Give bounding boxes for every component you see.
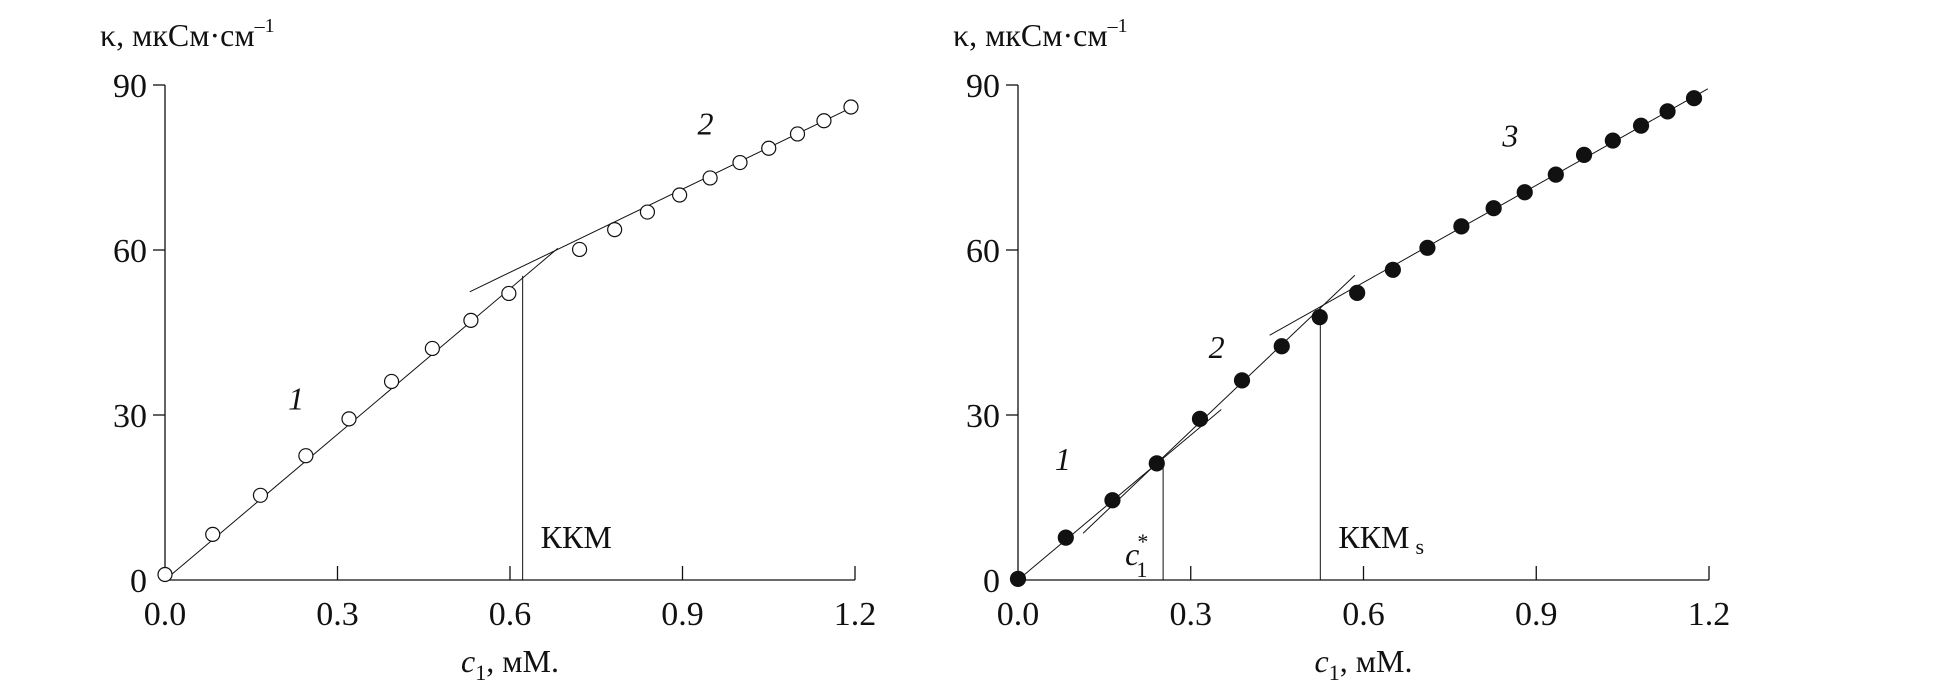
x-tick-label: 1.2 — [1688, 596, 1731, 633]
x-tick-label: 0.0 — [997, 596, 1040, 633]
data-point — [1233, 372, 1251, 389]
fit-line — [164, 247, 559, 581]
x-axis-label-unit: , мМ. — [1340, 643, 1413, 679]
data-point — [1485, 200, 1502, 217]
data-point — [1273, 338, 1290, 355]
y-axis-label-superscript: –1 — [1107, 15, 1128, 37]
data-point — [298, 448, 314, 464]
data-point — [639, 204, 656, 220]
data-point — [1516, 184, 1533, 201]
x-axis-label-variable: c — [461, 643, 475, 679]
x-tick-label: 0.9 — [1515, 596, 1558, 633]
data-point — [816, 113, 832, 129]
y-axis-label-superscript: –1 — [254, 15, 275, 37]
x-tick-label: 1.2 — [834, 596, 877, 633]
fit-line — [1082, 274, 1356, 534]
x-axis-label-subscript: 1 — [475, 660, 486, 685]
data-point — [843, 99, 859, 115]
marker-label-subscript: s — [1415, 534, 1424, 559]
marker-label-text: ККМ — [541, 519, 612, 555]
y-tick-label: 90 — [113, 68, 147, 105]
data-point — [501, 285, 517, 302]
marker-label-superscript: * — [1137, 529, 1148, 554]
x-tick-label: 0.3 — [316, 596, 359, 633]
y-axis-label: κ, мкСм·см–1 — [100, 15, 275, 53]
y-axis-label-text: κ, мкСм·см — [100, 17, 255, 53]
data-point — [1604, 132, 1621, 149]
segment-label: 2 — [1209, 329, 1225, 365]
data-point — [205, 526, 221, 542]
x-tick-label: 0.6 — [1342, 596, 1385, 633]
x-axis-label-variable: c — [1315, 643, 1329, 679]
y-tick-label: 30 — [966, 398, 1000, 435]
data-point — [1419, 239, 1436, 256]
data-point — [732, 154, 748, 171]
data-point — [789, 126, 806, 142]
x-tick-label: 0.0 — [144, 596, 187, 633]
segment-label: 3 — [1501, 118, 1518, 154]
marker-label: ККМ — [541, 519, 612, 555]
segment-label: 2 — [698, 106, 714, 142]
x-tick-label: 0.3 — [1170, 596, 1213, 633]
data-point — [383, 373, 400, 390]
data-point — [1575, 146, 1593, 163]
marker-label-subscript: 1 — [1136, 557, 1147, 582]
y-axis-label: κ, мкСм·см–1 — [953, 15, 1128, 53]
marker-label: ККМ s — [1338, 519, 1424, 559]
data-point — [702, 170, 718, 186]
segment-label: 1 — [288, 381, 304, 417]
data-point — [424, 340, 440, 357]
data-point — [1191, 410, 1209, 427]
data-point — [341, 411, 357, 427]
x-tick-label: 0.9 — [661, 596, 704, 633]
segment-label: 1 — [1055, 441, 1071, 477]
data-point — [157, 566, 173, 583]
x-axis-label-unit: , мМ. — [486, 643, 559, 679]
marker-label-text: c — [1125, 536, 1139, 572]
data-point — [1659, 103, 1676, 120]
x-axis-label-subscript: 1 — [1329, 660, 1340, 685]
data-point — [1453, 218, 1470, 235]
data-point — [1104, 492, 1121, 509]
x-axis-label: c1, мМ. — [1315, 643, 1413, 685]
data-point — [1009, 570, 1027, 588]
data-point — [1632, 117, 1650, 134]
data-point — [672, 187, 688, 203]
data-point — [1148, 455, 1165, 472]
y-tick-label: 0 — [983, 563, 1000, 600]
y-tick-label: 60 — [113, 233, 147, 270]
data-point — [1685, 90, 1703, 107]
data-point — [607, 222, 623, 238]
y-tick-label: 30 — [113, 398, 147, 435]
data-point — [1547, 166, 1564, 183]
marker-label: c* 1 — [1125, 529, 1148, 582]
data-point — [1349, 284, 1366, 301]
y-axis-label-text: κ, мкСм·см — [953, 17, 1108, 53]
y-tick-label: 90 — [966, 68, 1000, 105]
data-point — [1311, 309, 1328, 326]
fit-line — [1017, 409, 1222, 581]
marker-label-text: ККМ — [1338, 519, 1409, 555]
y-tick-label: 0 — [130, 563, 147, 600]
data-point — [1057, 529, 1074, 546]
data-point — [571, 241, 588, 258]
y-tick-label: 60 — [966, 233, 1000, 270]
x-tick-label: 0.6 — [489, 596, 532, 633]
data-point — [252, 487, 269, 503]
data-point — [463, 312, 479, 328]
x-axis-label: c1, мМ. — [461, 643, 559, 685]
data-point — [1384, 261, 1401, 278]
data-point — [761, 140, 777, 156]
